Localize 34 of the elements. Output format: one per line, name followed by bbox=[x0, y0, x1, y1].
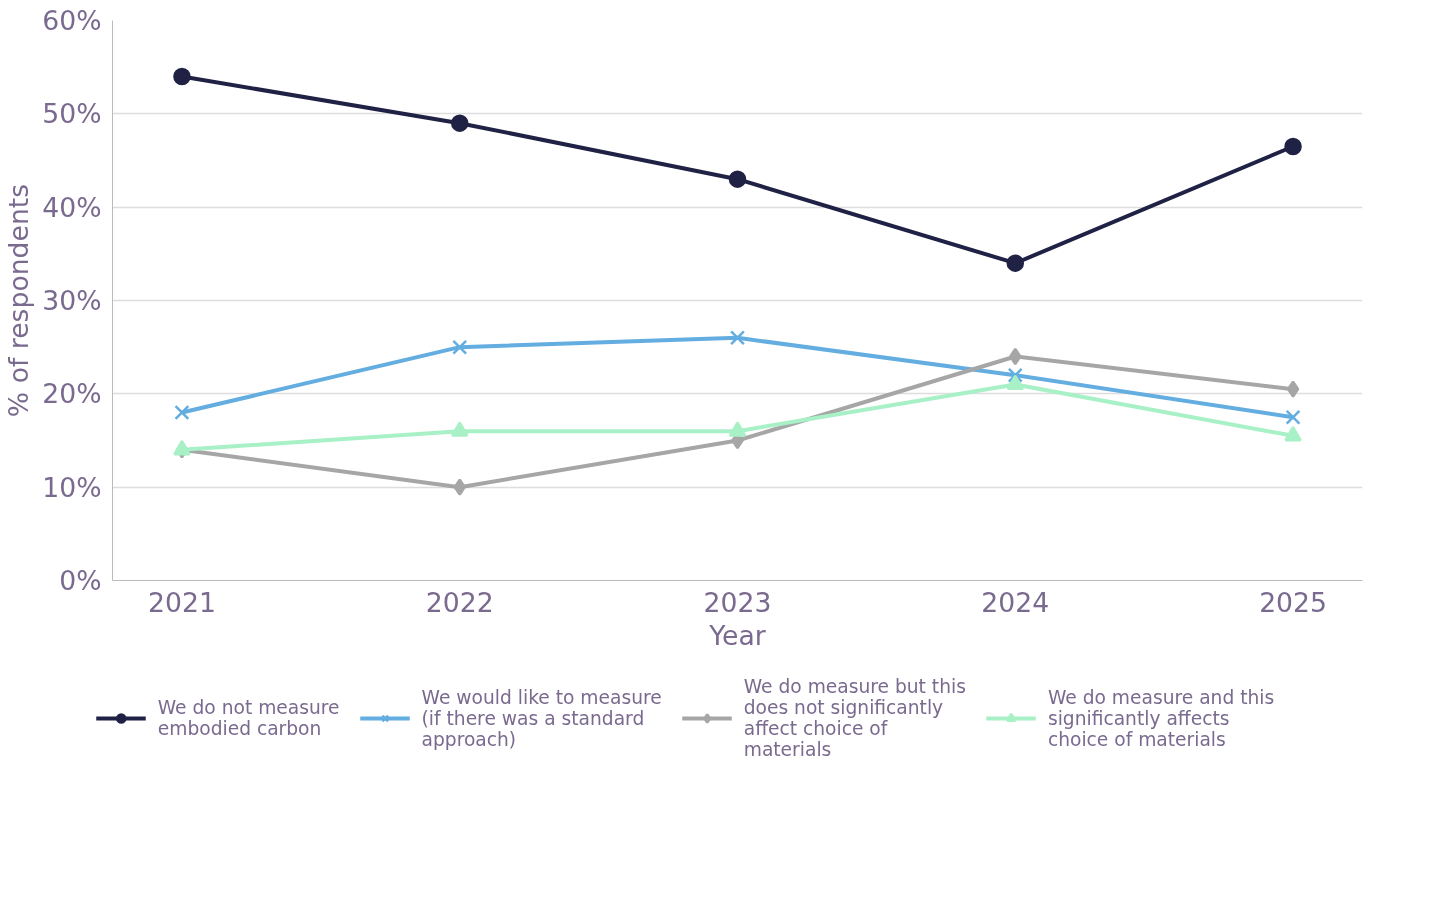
y-axis-title: % of respondents bbox=[3, 183, 35, 418]
point bbox=[1284, 425, 1302, 442]
x-tick-label: 2025 bbox=[1259, 586, 1327, 618]
x-tick-label: 2022 bbox=[425, 586, 494, 618]
point bbox=[1006, 254, 1025, 272]
legend-label: We do not measure embodied carbon bbox=[157, 697, 340, 739]
point bbox=[728, 421, 747, 437]
point bbox=[450, 114, 469, 132]
legend-label: We would like to measure (if there was a standard approach) bbox=[421, 686, 662, 750]
y-tick-label: 20% bbox=[42, 378, 102, 410]
y-tick-label: 60% bbox=[42, 5, 102, 36]
point bbox=[174, 404, 190, 421]
x-tick-label: 2021 bbox=[148, 586, 216, 618]
point bbox=[450, 421, 469, 437]
point bbox=[728, 170, 747, 188]
point bbox=[1284, 137, 1302, 156]
y-tick-label: 50% bbox=[42, 98, 102, 130]
y-tick-label: 40% bbox=[42, 191, 102, 223]
y-tick-label: 10% bbox=[42, 471, 102, 503]
x-tick-label: 2023 bbox=[703, 586, 772, 618]
x-tick-label: 2024 bbox=[981, 586, 1050, 618]
point bbox=[452, 339, 468, 355]
legend-label: We do measure but this does not significantly affect choice of materials bbox=[743, 676, 966, 760]
point bbox=[1007, 367, 1023, 383]
point bbox=[1285, 409, 1301, 425]
point bbox=[173, 67, 191, 86]
y-tick-label: 30% bbox=[42, 285, 102, 316]
point bbox=[1006, 374, 1025, 391]
x-axis-title: Year bbox=[708, 619, 766, 651]
y-tick-label: 0% bbox=[59, 565, 102, 596]
point bbox=[1286, 380, 1300, 398]
point bbox=[729, 330, 746, 346]
point bbox=[453, 478, 466, 496]
legend-label: We do measure and this significantly affects choice of materials bbox=[1047, 686, 1275, 750]
